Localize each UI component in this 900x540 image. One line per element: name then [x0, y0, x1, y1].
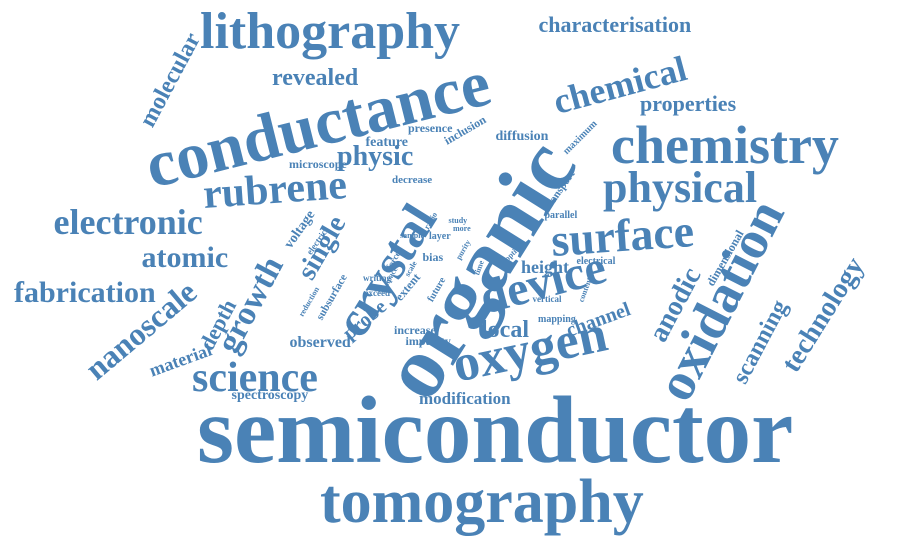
- word-rubrene: rubrene: [201, 162, 349, 218]
- word-physic: physic: [337, 141, 414, 172]
- word-maximum: maximum: [560, 118, 600, 157]
- word-molecular: molecular: [134, 28, 206, 132]
- word-semiconductor: semiconductor: [197, 376, 794, 483]
- word-vertical: vertical: [532, 293, 562, 304]
- word-atomic: atomic: [141, 241, 229, 274]
- word-feature: feature: [365, 135, 409, 150]
- word-local: local: [481, 317, 529, 343]
- word-chemistry: chemistry: [611, 115, 839, 175]
- word-technology: technology: [775, 251, 870, 378]
- word-fabrication: fabrication: [14, 276, 156, 309]
- word-electronic: electronic: [53, 202, 203, 242]
- word-observed: observed: [289, 334, 351, 351]
- word-bias: bias: [422, 250, 444, 264]
- word-layer: layer: [429, 231, 451, 242]
- word-electrical: electrical: [576, 256, 616, 267]
- word-writing: writing: [363, 272, 391, 283]
- word-diffusion: diffusion: [495, 129, 549, 144]
- word-characterisation: characterisation: [538, 12, 692, 37]
- word-revealed: revealed: [272, 65, 359, 91]
- word-modification: modification: [419, 388, 511, 408]
- word-spectroscopy: spectroscopy: [231, 388, 309, 403]
- word-study: study: [448, 216, 468, 225]
- word-microscope: microscope: [289, 157, 347, 171]
- word-presence: presence: [408, 121, 453, 135]
- word-height: height: [521, 257, 570, 277]
- word-properties: properties: [640, 91, 737, 116]
- word-impurity: impurity: [405, 334, 451, 348]
- word-mapping: mapping: [538, 314, 576, 325]
- word-sample: sample: [400, 231, 424, 240]
- word-increase: increase: [394, 323, 436, 337]
- word-lithography: lithography: [200, 3, 461, 60]
- word-parallel: parallel: [544, 210, 578, 221]
- word-physical: physical: [603, 163, 758, 212]
- word-tomography: tomography: [320, 468, 644, 536]
- word-decrease: decrease: [392, 173, 433, 186]
- word-exceed: exceed: [364, 287, 390, 298]
- word-more: more: [453, 224, 471, 233]
- word-science: science: [192, 355, 318, 401]
